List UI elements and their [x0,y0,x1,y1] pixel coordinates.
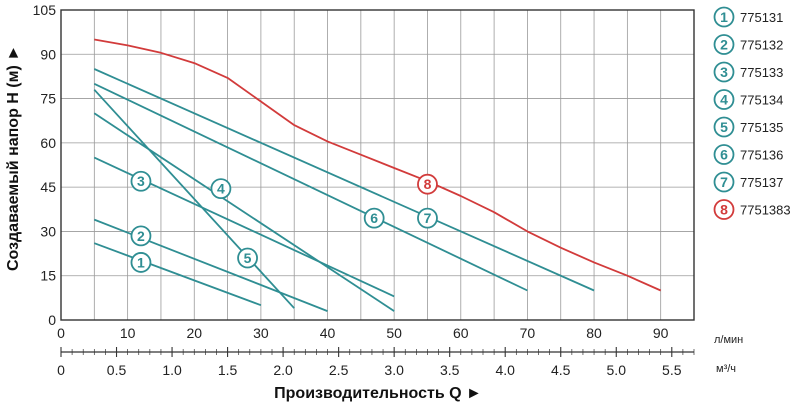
x-tick-label-m3h: 1.0 [162,362,182,378]
legend-circle-4 [713,89,735,110]
series-line-2 [93,218,328,312]
y-tick-label: 105 [33,2,57,18]
series-marker-circle-1 [130,252,152,273]
y-tick-label: 60 [40,135,56,151]
series-marker-circle-5 [237,247,258,269]
x-tick-label-lpm: 60 [453,325,469,341]
legend-circle-6 [713,144,735,165]
y-axis-ticks: 0 15 30 45 60 75 90 105 [33,2,57,328]
x-tick-label-lpm: 20 [186,325,202,341]
y-tick-label: 30 [40,223,56,239]
series-marker-label-5: 5 [244,250,252,266]
legend-circle-3 [713,61,735,83]
legend-number-8: 8 [720,202,728,218]
legend-number-2: 2 [720,37,728,53]
x-unit-lpm: л/мин [714,334,743,346]
series-line-6 [93,82,528,292]
series-marker-circle-2 [130,225,152,247]
series-line-7 [93,68,595,292]
series-line-4 [93,112,395,312]
legend-label-5: 775135 [740,120,783,135]
legend-circle-7 [713,171,735,193]
series-marker-label-8: 8 [424,176,432,192]
x-tick-label-lpm: 90 [653,325,669,341]
x-tick-label-m3h: 5.5 [662,362,682,378]
legend-number-3: 3 [720,64,728,80]
y-tick-label: 75 [40,91,56,107]
legend-label-7: 775137 [740,175,783,190]
series-marker-label-7: 7 [424,210,432,226]
x-tick-label-m3h: 2.5 [329,362,349,378]
x-tick-label-lpm: 50 [386,325,402,341]
series-lines [93,38,662,312]
x-tick-label-m3h: 2.0 [273,362,293,378]
legend-label-4: 775134 [740,93,783,108]
series-marker-label-4: 4 [217,181,225,197]
x-tick-label-m3h: 4.5 [551,362,571,378]
legend-label-2: 775132 [740,38,783,53]
y-tick-label: 15 [40,268,56,284]
y-axis-label: Создаваемый напор H (м) ► [5,45,22,271]
y-tick-label: 45 [40,179,56,195]
series-marker-circle-3 [130,170,152,192]
x-tick-label-m3h: 0 [57,362,65,378]
legend-label-8: 7751383 [740,203,791,218]
x-tick-label-m3h: 1.5 [218,362,238,378]
series-marker-label-6: 6 [370,210,378,226]
series-line-5 [93,89,295,309]
legend-circle-5 [713,116,735,138]
plot-frame [60,9,695,321]
x-unit-m3h: м³/ч [716,363,736,375]
series-marker-label-1: 1 [137,254,145,270]
x-tick-label-lpm: 70 [520,325,536,341]
grid [60,9,695,321]
series-marker-circle-4 [210,178,232,200]
x-tick-label-lpm: 30 [253,325,269,341]
legend-label-6: 775136 [740,148,783,163]
x-axis-lpm: 0 10 20 30 40 50 60 70 80 90 [57,325,669,341]
x-tick-label-lpm: 10 [120,325,136,341]
legend-number-5: 5 [720,119,728,135]
legend-number-4: 4 [720,92,728,108]
legend-circle-8 [713,199,735,220]
series-marker-circle-7 [417,207,438,229]
x-tick-label-m3h: 4.0 [495,362,515,378]
x-tick-label-m3h: 3.0 [384,362,404,378]
legend-circle-2 [713,34,735,55]
series-line-1 [93,242,262,307]
x-tick-label-m3h: 5.0 [607,362,627,378]
legend: 1 775131 2 775132 3 775133 4 775134 5 775135 6 7751… [713,6,791,220]
series-line-8 [94,38,662,292]
legend-number-1: 1 [720,9,728,25]
series-marker-label-2: 2 [137,228,145,244]
x-tick-label-lpm: 0 [57,325,65,341]
x-tick-label-lpm: 80 [586,325,602,341]
legend-label-3: 775133 [740,65,783,80]
legend-number-6: 6 [720,147,728,163]
y-tick-label: 90 [40,46,56,62]
x-axis-label: Производительность Q ► [274,385,482,402]
series-marker-circle-8 [417,173,438,195]
legend-label-1: 775131 [740,10,783,25]
series-marker-circle-6 [363,207,385,229]
legend-number-7: 7 [720,174,728,190]
series-marker-label-3: 3 [137,173,145,189]
legend-circle-1 [713,6,735,28]
y-tick-label: 0 [48,312,56,328]
x-tick-label-lpm: 40 [320,325,336,341]
series-markers: 1 2 3 4 5 6 7 8 [130,170,438,273]
x-tick-label-m3h: 3.5 [440,362,460,378]
x-tick-label-m3h: 0.5 [107,362,127,378]
x-axis-m3h: 0 0.5 1.0 1.5 2.0 2.5 3.0 3.5 4.0 4.5 5.0 5.5 [57,347,695,378]
